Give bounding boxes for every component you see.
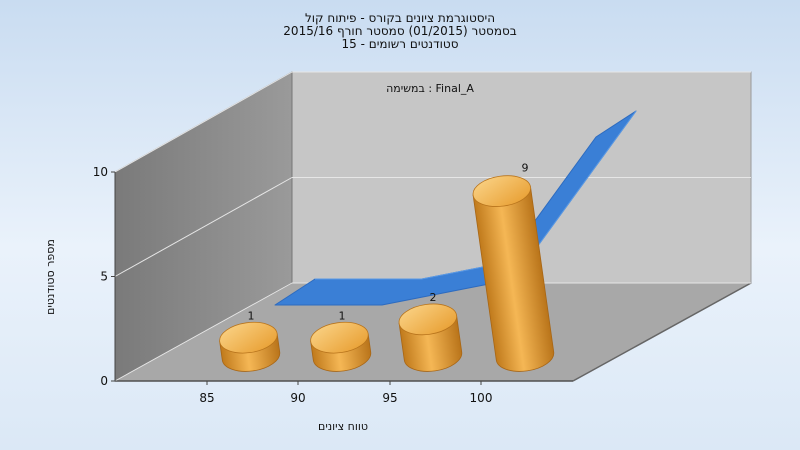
bar-85: 1 xyxy=(219,310,281,372)
chart-title-line-1: היסטוגרמת ציונים בקורס - פיתוח קול xyxy=(304,11,496,25)
trend-ribbon-edge xyxy=(315,110,637,280)
bar-top-95 xyxy=(398,303,458,336)
x-tick-label-95: 95 xyxy=(382,391,397,405)
bar-value-label-90: 1 xyxy=(339,310,346,323)
gridline-side-0 xyxy=(114,282,293,382)
bar-value-label-100: 9 xyxy=(522,162,529,175)
x-tick-label-85: 85 xyxy=(199,391,214,405)
y-tick-label-0: 0 xyxy=(100,374,108,388)
bar-90: 1 xyxy=(310,310,372,372)
y-tick-label-2: 10 xyxy=(93,165,108,179)
bar-top-90 xyxy=(310,321,369,354)
floor-right-edge xyxy=(572,282,752,382)
bar-100: 9 xyxy=(472,162,555,372)
x-tick-label-90: 90 xyxy=(290,391,305,405)
bar-top-100 xyxy=(472,175,532,207)
gridline-side-2 xyxy=(114,71,293,173)
y-axis-label: מספר סטודנטים xyxy=(44,239,57,315)
bar-95: 2 xyxy=(398,291,463,372)
task-subtitle: במשימה : Final_A xyxy=(386,82,474,95)
gridline-side-1 xyxy=(114,177,293,277)
chart-title-line-3: סטודנטים רשומים - 15 xyxy=(341,37,459,51)
chart-title-line-2: בסמסטר (01/2015) סמסטר חורף 2015/16 xyxy=(283,24,517,38)
bar-body-100 xyxy=(472,186,555,372)
bar-value-label-95: 2 xyxy=(430,291,437,304)
x-tick-label-100: 100 xyxy=(470,391,493,405)
y-tick-label-1: 5 xyxy=(100,270,108,284)
x-axis-label: טווח ציונים xyxy=(318,420,368,433)
bar-top-85 xyxy=(219,321,278,354)
bar-value-label-85: 1 xyxy=(248,310,255,323)
